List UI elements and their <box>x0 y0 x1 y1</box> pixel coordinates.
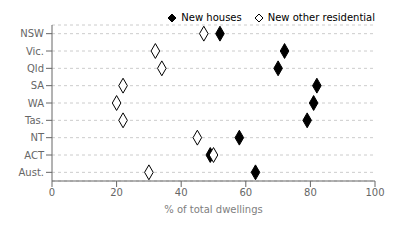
svg-text:SA: SA <box>31 80 45 91</box>
svg-text:80: 80 <box>304 187 317 198</box>
svg-text:NT: NT <box>30 132 44 143</box>
svg-text:60: 60 <box>239 187 252 198</box>
svg-text:WA: WA <box>28 98 44 109</box>
svg-text:100: 100 <box>365 187 384 198</box>
html-text:New houses: New houses <box>181 12 242 23</box>
svg-text:0: 0 <box>49 187 55 198</box>
html-text:New other residential: New other residential <box>267 12 375 23</box>
svg-text:20: 20 <box>110 187 123 198</box>
svg-text:40: 40 <box>175 187 188 198</box>
svg-text:Qld: Qld <box>27 63 44 74</box>
svg-text:ACT: ACT <box>24 150 45 161</box>
svg-text:Tas.: Tas. <box>24 115 44 126</box>
svg-text:NSW: NSW <box>20 28 44 39</box>
svg-text:% of total dwellings: % of total dwellings <box>164 204 262 215</box>
svg-text:Vic.: Vic. <box>26 46 44 57</box>
svg-text:Aust.: Aust. <box>19 167 45 178</box>
